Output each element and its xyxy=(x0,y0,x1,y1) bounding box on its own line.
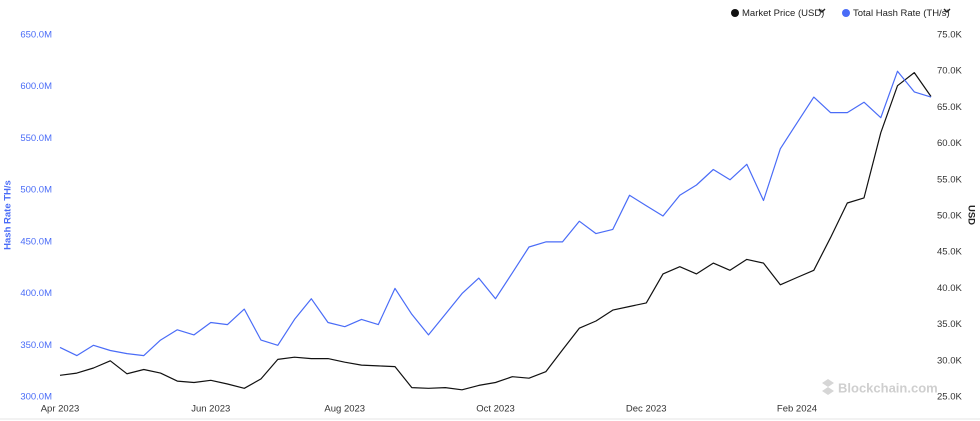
legend-chevron[interactable] xyxy=(818,8,826,13)
y-tick-label: 300.0M xyxy=(20,392,52,403)
y-tick-label: 600.0M xyxy=(20,81,52,92)
legend-chevron[interactable] xyxy=(943,8,951,13)
series-line xyxy=(59,72,932,391)
x-tick-label: Aug 2023 xyxy=(324,404,365,415)
y-axis-title: Hash Rate TH/s xyxy=(3,180,14,250)
x-tick-label: Jun 2023 xyxy=(191,404,230,415)
y2-axis-title: USD xyxy=(965,205,976,225)
y2-tick-label: 55.0K xyxy=(937,174,962,185)
y-tick-label: 350.0M xyxy=(20,340,52,351)
y2-tick-label: 45.0K xyxy=(937,247,962,258)
x-tick-label: Oct 2023 xyxy=(476,404,515,415)
legend-label[interactable]: Total Hash Rate (TH/s) xyxy=(853,8,950,19)
y-tick-label: 650.0M xyxy=(20,30,52,41)
y-tick-label: 550.0M xyxy=(20,133,52,144)
y2-tick-label: 65.0K xyxy=(937,102,962,113)
y2-tick-label: 70.0K xyxy=(937,66,962,77)
legend: Market Price (USD) Total Hash Rate (TH/s) xyxy=(731,8,951,19)
y-tick-label: 400.0M xyxy=(20,288,52,299)
legend-label[interactable]: Market Price (USD) xyxy=(742,8,824,19)
y2-tick-label: 25.0K xyxy=(937,392,962,403)
series-line xyxy=(59,70,932,357)
y2-tick-label: 30.0K xyxy=(937,355,962,366)
x-tick-label: Dec 2023 xyxy=(626,404,667,415)
x-tick-label: Feb 2024 xyxy=(777,404,817,415)
y2-tick-label: 75.0K xyxy=(937,30,962,41)
legend-marker[interactable] xyxy=(731,9,739,17)
watermark: Blockchain.com xyxy=(822,379,938,395)
y2-tick-label: 60.0K xyxy=(937,138,962,149)
watermark-text: Blockchain.com xyxy=(838,380,938,395)
y-tick-label: 500.0M xyxy=(20,185,52,196)
x-tick-label: Apr 2023 xyxy=(41,404,80,415)
y2-tick-label: 50.0K xyxy=(937,211,962,222)
y2-tick-label: 35.0K xyxy=(937,319,962,330)
y-tick-label: 450.0M xyxy=(20,236,52,247)
legend-marker[interactable] xyxy=(842,9,850,17)
watermark-logo xyxy=(822,379,834,395)
y2-tick-label: 40.0K xyxy=(937,283,962,294)
